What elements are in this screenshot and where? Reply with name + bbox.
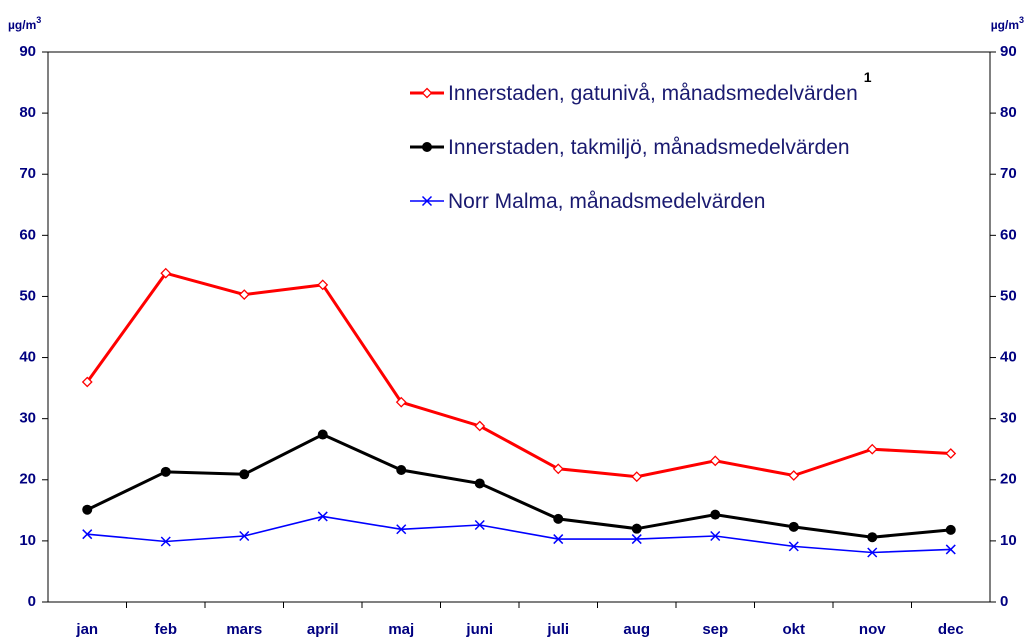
- plot-area: [47, 51, 991, 603]
- point: [474, 420, 486, 432]
- legend-label: Innerstaden, gatunivå, månadsmedelvärden…: [448, 69, 872, 105]
- legend-name: Innerstaden, takmiljö, månadsmedelvärden: [448, 136, 850, 159]
- point: [317, 429, 328, 440]
- y2-tick-label: 70: [1000, 165, 1017, 182]
- y-unit: µg/m3: [991, 15, 1024, 32]
- y-unit-base: µg/m: [991, 18, 1019, 32]
- point: [788, 521, 799, 532]
- y-tick-label: 0: [28, 593, 36, 610]
- point: [474, 478, 485, 489]
- point: [866, 443, 878, 455]
- y2-tick-label: 10: [1000, 532, 1017, 549]
- point: [631, 534, 642, 545]
- y-unit-sup: 3: [36, 15, 41, 25]
- legend-name: Norr Malma, månadsmedelvärden: [448, 190, 765, 213]
- point: [317, 279, 329, 291]
- point: [710, 530, 721, 542]
- point: [945, 448, 957, 459]
- x-tick-label: juni: [465, 621, 493, 638]
- legend-label: Innerstaden, takmiljö, månadsmedelvärden: [448, 136, 850, 159]
- x-tick-label: sep: [702, 621, 728, 638]
- y2-tick-label: 50: [1000, 287, 1017, 304]
- y2-tick-label: 90: [1000, 43, 1017, 60]
- point: [867, 532, 878, 543]
- series-line: [86, 271, 951, 479]
- point: [788, 470, 800, 481]
- x-tick-label: dec: [938, 621, 964, 638]
- point: [788, 541, 799, 552]
- y-tick-label: 70: [19, 165, 36, 182]
- x-tick-label: juli: [546, 621, 569, 638]
- x-tick-label: maj: [388, 621, 414, 638]
- point: [239, 469, 250, 480]
- point: [396, 524, 407, 535]
- x-tick-label: jan: [75, 621, 98, 638]
- y2-tick-label: 40: [1000, 349, 1017, 366]
- point: [867, 547, 878, 558]
- point: [710, 509, 721, 520]
- point: [422, 142, 432, 152]
- point: [945, 524, 956, 535]
- point: [395, 396, 407, 408]
- x-tick-label: okt: [783, 621, 806, 638]
- point: [238, 289, 250, 301]
- y2-tick-label: 30: [1000, 410, 1017, 427]
- series-line: [87, 515, 951, 554]
- y-tick-label: 80: [19, 104, 36, 121]
- y-unit-base: µg/m: [8, 18, 36, 32]
- x-tick-label: nov: [859, 621, 886, 638]
- legend-name: Innerstaden, gatunivå, månadsmedelvärden: [448, 82, 858, 105]
- y-unit: µg/m3: [8, 15, 41, 32]
- point: [631, 471, 643, 483]
- point: [239, 530, 250, 542]
- y-unit-sup: 3: [1019, 15, 1024, 25]
- x-tick-label: april: [307, 621, 339, 638]
- y2-tick-label: 60: [1000, 226, 1017, 243]
- legend-footnote: 1: [864, 69, 872, 85]
- y-tick-label: 50: [19, 287, 36, 304]
- y-tick-label: 10: [19, 532, 36, 549]
- y-tick-label: 20: [19, 471, 36, 488]
- point: [421, 195, 433, 207]
- point: [81, 376, 93, 388]
- y2-tick-label: 80: [1000, 104, 1017, 121]
- legend-label: Norr Malma, månadsmedelvärden: [448, 190, 765, 213]
- point: [552, 463, 564, 475]
- y2-tick-label: 0: [1000, 593, 1008, 610]
- point: [82, 504, 93, 515]
- point: [709, 455, 721, 467]
- point: [396, 465, 407, 475]
- series-line: [86, 432, 951, 539]
- y-tick-label: 60: [19, 226, 36, 243]
- point: [317, 511, 328, 522]
- point: [82, 529, 93, 540]
- point: [160, 466, 171, 477]
- point: [160, 267, 172, 279]
- x-tick-label: aug: [623, 621, 650, 638]
- x-tick-label: mars: [226, 621, 262, 638]
- y2-tick-label: 20: [1000, 471, 1017, 488]
- point: [474, 519, 485, 531]
- point: [553, 513, 564, 524]
- point: [421, 87, 433, 99]
- point: [553, 534, 564, 545]
- point: [631, 523, 642, 534]
- y-tick-label: 90: [19, 43, 36, 60]
- y-tick-label: 30: [19, 410, 36, 427]
- point: [945, 544, 956, 555]
- point: [160, 536, 171, 547]
- y-tick-label: 40: [19, 349, 36, 366]
- x-tick-label: feb: [155, 621, 178, 638]
